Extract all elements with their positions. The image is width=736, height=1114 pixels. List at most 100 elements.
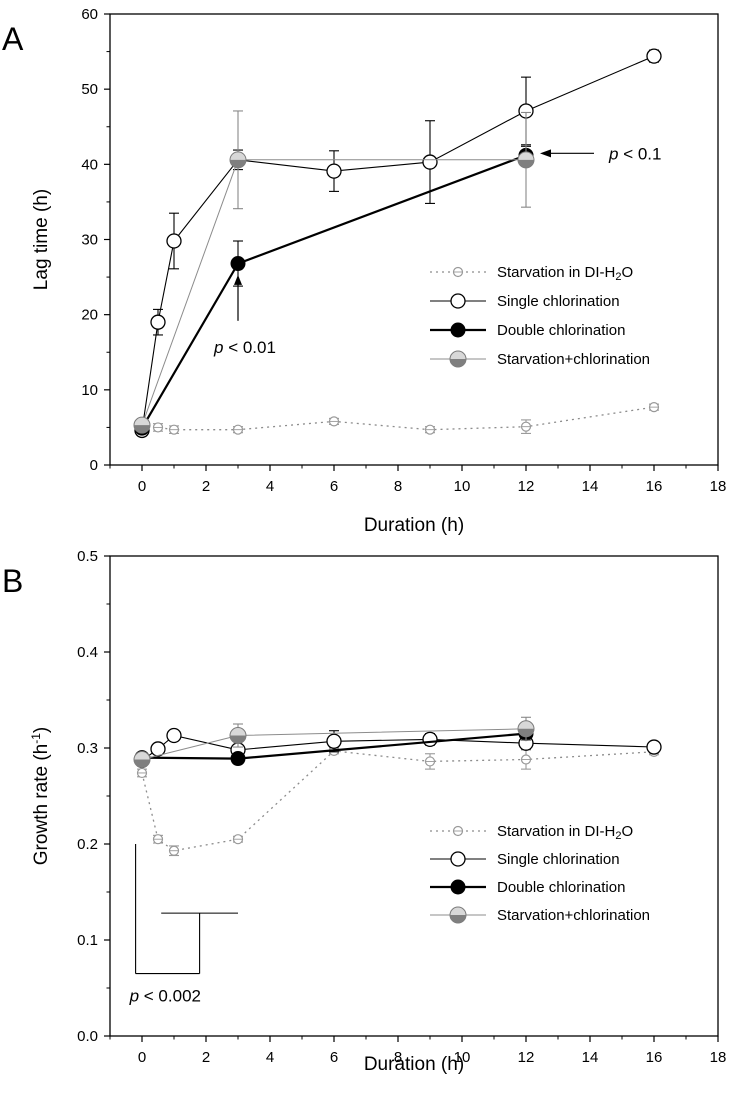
panel-a-x-tick-label: 6 — [330, 478, 338, 495]
panel-a-y-tick-label: 0 — [90, 457, 98, 474]
panel-a-x-tick-label: 0 — [138, 478, 146, 495]
panel-b-legend-label: Single chlorination — [497, 851, 620, 868]
panel-a-y-tick-label: 60 — [81, 6, 98, 23]
panel-b-single-point — [326, 733, 342, 749]
panel-a-di-point — [520, 421, 532, 432]
panel-a-annotation: p < 0.01 — [213, 274, 276, 357]
panel-b-single-point — [166, 727, 182, 744]
p-italic: p — [608, 144, 618, 163]
panel-a-di-line — [141, 406, 655, 433]
panel-b-x-tick-label: 0 — [138, 1049, 146, 1066]
panel-a-series-starve_chl — [133, 110, 535, 434]
panel-a-legend-swatch-marker-lower-half — [450, 359, 466, 367]
panel-a-double-point — [230, 256, 246, 272]
panel-a-plot-frame — [109, 13, 719, 466]
panel-b-double-point — [230, 751, 246, 767]
legend-label-tail: O — [622, 264, 634, 281]
p-value-label: p < 0.002 — [129, 987, 201, 1006]
panel-b-starve_chl-point — [517, 720, 535, 738]
legend-label-main: Starvation in DI-H — [497, 823, 615, 840]
panel-a-x-tick-label: 14 — [582, 478, 599, 495]
panel-b-starve_chl-point — [133, 751, 151, 769]
panel-b-starve_chl-point-lower-half — [230, 735, 246, 744]
panel-b-y-axis-title-main: Growth rate (h — [31, 744, 52, 865]
p-italic: p — [129, 987, 139, 1006]
panel-a-y-axis-title: Lag time (h) — [31, 189, 52, 290]
panel-b-legend-swatch-marker — [452, 825, 464, 837]
panel-a-single-point — [150, 314, 166, 330]
panel-a-legend-label: Starvation in DI-H2O — [497, 264, 633, 283]
panel-b-legend-swatch-marker-lower-half — [450, 915, 466, 923]
panel-b-x-axis-title: Duration (h) — [364, 1054, 464, 1075]
panel-b-y-tick-label: 0.0 — [77, 1028, 98, 1045]
p-rest: < 0.002 — [139, 987, 201, 1006]
panel-a-legend-label: Double chlorination — [497, 322, 625, 339]
panel-a-y-tick-label: 30 — [81, 232, 98, 249]
panel-b-annotation: p < 0.002 — [129, 844, 238, 1006]
panel-b-series-di — [136, 745, 660, 857]
panel-a-di-point — [424, 424, 436, 435]
panel-a-series-single — [134, 48, 662, 439]
panel-b-starve_chl-point — [229, 727, 247, 745]
panel-b-single-point — [646, 739, 662, 755]
panel-a-starve_chl-point-lower-half — [230, 159, 246, 168]
panel-b-x-tick-label: 14 — [582, 1049, 599, 1066]
p-rest: < 0.01 — [223, 338, 275, 357]
panel-a-starve_chl-line — [141, 159, 526, 426]
panel-a-y-tick-label: 40 — [81, 156, 98, 173]
arrow-head — [234, 274, 242, 285]
panel-b-starve_chl-point-lower-half — [134, 759, 150, 768]
panel-a-starve_chl-point — [133, 416, 151, 434]
panel-a-annotation: p < 0.1 — [540, 144, 661, 163]
panel-a-legend-swatch-marker — [452, 266, 464, 278]
panel-b-di-point — [152, 834, 164, 845]
panel-b-di-point — [168, 845, 180, 856]
p-italic: p — [213, 338, 223, 357]
panel-a-double-line — [141, 154, 527, 429]
panel-b-x-tick-label: 16 — [646, 1049, 663, 1066]
panel-b-x-tick-label: 10 — [454, 1049, 471, 1066]
panel-a-starve_chl-point-lower-half — [134, 425, 150, 434]
arrow-head — [540, 149, 551, 158]
panel-b-legend-swatch-marker — [450, 851, 466, 867]
panel-b-y-axis-title-close: ) — [31, 727, 52, 733]
panel-a: 0 2 4 6 8 10 12 14 16 18 0 10 20 30 40 50 60 Duration (h)… — [2, 6, 726, 536]
panel-a-di-point — [232, 424, 244, 435]
panel-b-y-tick-label: 0.4 — [77, 644, 98, 661]
panel-b-di-point — [232, 834, 244, 845]
panel-a-y-tick-label: 50 — [81, 81, 98, 98]
panel-a-x-tick-label: 16 — [646, 478, 663, 495]
panel-a-single-line — [141, 55, 655, 431]
legend-label-tail: O — [622, 823, 634, 840]
panel-a-starve_chl-point — [229, 151, 247, 169]
panel-b-di-point — [136, 767, 148, 779]
panel-a-y-axis-title-main: Lag time (h) — [31, 189, 52, 290]
panel-b-di-point — [520, 754, 532, 765]
panel-b-legend-label: Starvation in DI-H2O — [497, 823, 633, 842]
panel-b-y-axis-title: Growth rate (h-1) — [29, 727, 52, 865]
panel-a-x-tick-label: 8 — [394, 478, 402, 495]
panel-b-y-tick-label: 0.2 — [77, 836, 98, 853]
panel-a-single-point — [422, 154, 438, 170]
panel-b-x-tick-label: 12 — [518, 1049, 535, 1066]
panel-b-x-tick-label: 8 — [394, 1049, 402, 1066]
panel-b-letter: B — [2, 563, 23, 599]
panel-a-legend-swatch-marker — [449, 350, 467, 368]
panel-b-legend-swatch-marker — [449, 906, 467, 924]
panel-a-x-tick-label: 10 — [454, 478, 471, 495]
panel-a-di-point — [648, 402, 660, 413]
panel-b-x-tick-label: 2 — [202, 1049, 210, 1066]
legend-label-main: Starvation in DI-H — [497, 264, 615, 281]
panel-b-di-point — [424, 756, 436, 767]
panel-b-series-starve_chl — [133, 716, 535, 769]
panel-b-x-tick-label: 6 — [330, 1049, 338, 1066]
panel-a-x-axis-title: Duration (h) — [364, 515, 464, 536]
panel-b-y-tick-label: 0.3 — [77, 740, 98, 757]
panel-a-starve_chl-point — [517, 151, 535, 169]
panel-b-x-tick-label: 4 — [266, 1049, 274, 1066]
panel-b-single-line — [141, 734, 655, 761]
panel-b-legend-swatch-marker — [450, 879, 466, 895]
